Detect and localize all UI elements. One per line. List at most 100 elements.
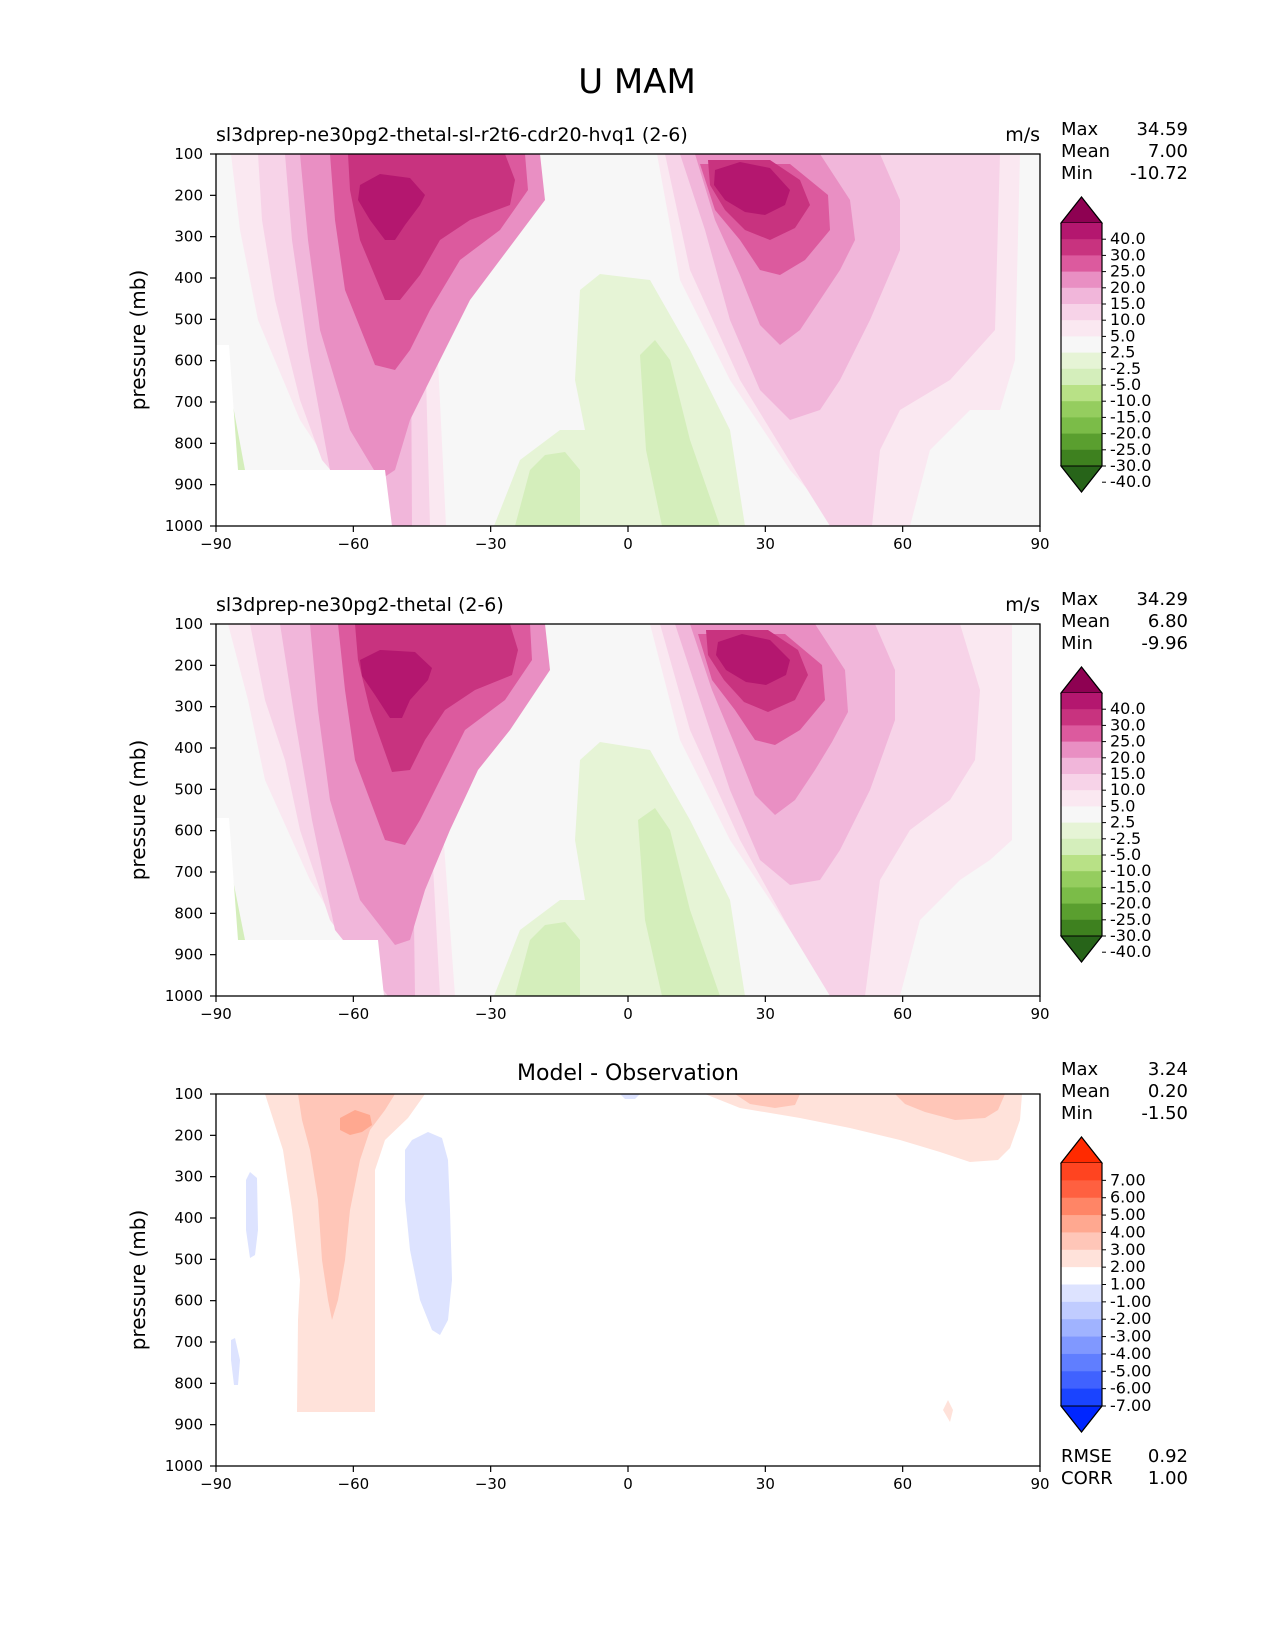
colorbar-tick-label: 5.00 bbox=[1110, 1205, 1146, 1224]
colorbar-extend-top bbox=[1059, 1136, 1104, 1164]
colorbar-tick-label: -40.0 bbox=[1110, 942, 1151, 961]
y-tick-label: 500 bbox=[174, 1250, 203, 1268]
colorbar-segment bbox=[1061, 239, 1102, 256]
colorbar-segment bbox=[1061, 287, 1102, 305]
colorbar-segment bbox=[1061, 368, 1102, 386]
panel-difference: −90 −60 −30 0 30 60 90 100 200 300 400 500 600 700 800… bbox=[126, 1059, 1188, 1493]
axis-ticks: −90 −60 −30 0 30 60 90 100 200 300 400 500 600 700 800… bbox=[165, 1085, 1050, 1493]
x-tick-label: 60 bbox=[893, 1005, 912, 1023]
colorbar-tick-label: -2.00 bbox=[1110, 1309, 1151, 1328]
y-tick-label: 600 bbox=[174, 1292, 203, 1310]
colorbar-tick-label: -5.00 bbox=[1110, 1361, 1151, 1380]
stat-max-label: Max bbox=[1061, 1059, 1099, 1080]
colorbar-segment bbox=[1061, 1232, 1102, 1251]
colorbar-segment bbox=[1061, 417, 1102, 435]
axis-ticks: −90 −60 −30 0 30 60 90 100 200 300 400 500 600 700 800… bbox=[165, 615, 1050, 1023]
colorbar: 40.030.025.020.015.010.05.02.5-2.5-5.0-1… bbox=[1059, 196, 1151, 493]
panel-reference: −90 −60 −30 0 30 60 90 100 200 300 400 500 600 700 800… bbox=[126, 589, 1188, 1023]
colorbar-segment bbox=[1061, 887, 1102, 905]
colorbar-tick-label: -3.00 bbox=[1110, 1327, 1151, 1346]
stat-mean-value: 7.00 bbox=[1148, 141, 1188, 162]
colorbar-segment bbox=[1061, 693, 1102, 710]
colorbar-tick-label: -2.5 bbox=[1110, 829, 1141, 848]
colorbar-tick-label: 25.0 bbox=[1110, 732, 1146, 751]
panel-title-center: Model - Observation bbox=[517, 1061, 739, 1086]
x-tick-label: −30 bbox=[475, 1005, 507, 1023]
colorbar-tick-label: 20.0 bbox=[1110, 748, 1146, 767]
colorbar-tick-label: 30.0 bbox=[1110, 245, 1146, 264]
x-tick-label: 60 bbox=[893, 535, 912, 553]
x-tick-label: −60 bbox=[338, 1005, 370, 1023]
colorbar-tick-label: 20.0 bbox=[1110, 278, 1146, 297]
x-tick-label: 90 bbox=[1030, 1475, 1049, 1493]
contour-field bbox=[216, 154, 1040, 526]
colorbar: 7.006.005.004.003.002.001.00-1.00-2.00-3… bbox=[1059, 1136, 1151, 1433]
colorbar-tick-label: -5.0 bbox=[1110, 375, 1141, 394]
x-tick-label: −60 bbox=[338, 1475, 370, 1493]
colorbar-tick-label: -5.0 bbox=[1110, 845, 1141, 864]
y-tick-label: 900 bbox=[174, 476, 203, 494]
stat-max-label: Max bbox=[1061, 589, 1099, 610]
y-tick-label: 300 bbox=[174, 698, 203, 716]
colorbar-tick-label: -10.0 bbox=[1110, 861, 1151, 880]
colorbar: 40.030.025.020.015.010.05.02.5-2.5-5.0-1… bbox=[1059, 666, 1151, 963]
stat-max-label: Max bbox=[1061, 119, 1099, 140]
colorbar-segment bbox=[1061, 1301, 1102, 1320]
colorbar-segment bbox=[1061, 1249, 1102, 1268]
colorbar-tick-label: 10.0 bbox=[1110, 310, 1146, 329]
y-tick-label: 800 bbox=[174, 434, 203, 452]
colorbar-segment bbox=[1061, 433, 1102, 451]
colorbar-tick-label: -7.00 bbox=[1110, 1396, 1151, 1415]
colorbar-segment bbox=[1061, 1353, 1102, 1372]
y-axis-label: pressure (mb) bbox=[126, 740, 150, 881]
colorbar-extend-bottom bbox=[1059, 465, 1104, 493]
y-tick-label: 100 bbox=[174, 145, 203, 163]
axis-ticks: −90 −60 −30 0 30 60 90 100 200 300 400 500 600 700 800… bbox=[165, 145, 1050, 553]
x-tick-label: −90 bbox=[200, 535, 232, 553]
colorbar-segment bbox=[1061, 352, 1102, 370]
colorbar-tick-label: -15.0 bbox=[1110, 407, 1151, 426]
colorbar-tick-label: 30.0 bbox=[1110, 715, 1146, 734]
x-tick-label: −90 bbox=[200, 1475, 232, 1493]
x-tick-label: −90 bbox=[200, 1005, 232, 1023]
colorbar-segment bbox=[1061, 838, 1102, 856]
x-tick-label: 0 bbox=[623, 535, 633, 553]
colorbar-tick-label: -25.0 bbox=[1110, 440, 1151, 459]
colorbar-segment bbox=[1061, 774, 1102, 791]
colorbar-tick-label: -30.0 bbox=[1110, 926, 1151, 945]
colorbar-tick-label: -6.00 bbox=[1110, 1379, 1151, 1398]
colorbar-tick-label: -20.0 bbox=[1110, 894, 1151, 913]
colorbar-segment bbox=[1061, 725, 1102, 743]
stat-mean-value: 0.20 bbox=[1148, 1081, 1188, 1102]
colorbar-segment bbox=[1061, 336, 1102, 354]
stats-box: Max 3.24 Mean 0.20 Min -1.50 bbox=[1061, 1059, 1188, 1124]
panel-units: m/s bbox=[1005, 124, 1040, 146]
figure-title: U MAM bbox=[578, 62, 696, 102]
colorbar-segment bbox=[1061, 822, 1102, 840]
x-tick-label: −30 bbox=[475, 535, 507, 553]
y-tick-label: 300 bbox=[174, 228, 203, 246]
colorbar-segment bbox=[1061, 255, 1102, 273]
stat-rmse-value: 0.92 bbox=[1148, 1446, 1188, 1467]
colorbar-tick-label: -20.0 bbox=[1110, 424, 1151, 443]
colorbar-segment bbox=[1061, 790, 1102, 807]
colorbar-tick-label: 40.0 bbox=[1110, 229, 1146, 248]
colorbar-tick-label: 4.00 bbox=[1110, 1222, 1146, 1241]
colorbar-tick-label: -4.00 bbox=[1110, 1344, 1151, 1363]
y-tick-label: 700 bbox=[174, 393, 203, 411]
colorbar-tick-label: -2.5 bbox=[1110, 359, 1141, 378]
colorbar-tick-label: 1.00 bbox=[1110, 1275, 1146, 1294]
colorbar-segment bbox=[1061, 1215, 1102, 1233]
stat-min-label: Min bbox=[1061, 163, 1093, 184]
y-tick-label: 1000 bbox=[165, 1457, 203, 1475]
colorbar-segment bbox=[1061, 919, 1102, 937]
y-tick-label: 600 bbox=[174, 822, 203, 840]
panel-test: −90 −60 −30 0 30 60 90 100 200 300 400 500 600 700 800… bbox=[126, 119, 1188, 553]
y-tick-label: 800 bbox=[174, 1374, 203, 1392]
y-tick-label: 500 bbox=[174, 780, 203, 798]
colorbar-tick-label: -10.0 bbox=[1110, 391, 1151, 410]
colorbar-segment bbox=[1061, 449, 1102, 467]
y-tick-label: 400 bbox=[174, 739, 203, 757]
colorbar-segment bbox=[1061, 741, 1102, 759]
